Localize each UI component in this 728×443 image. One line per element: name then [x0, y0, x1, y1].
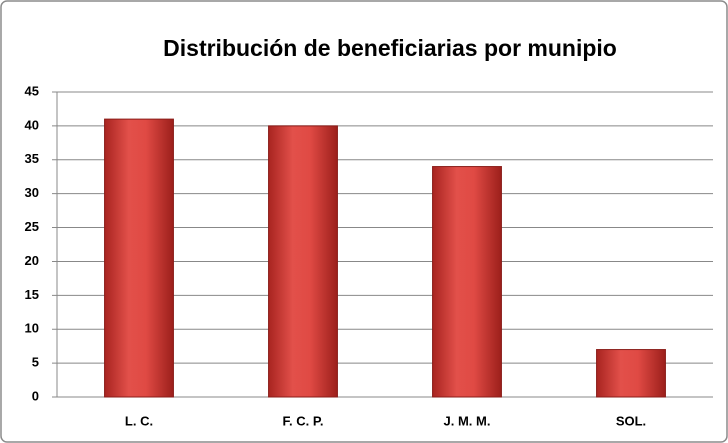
- y-tick-label: 25: [25, 219, 39, 234]
- y-tick-label: 45: [25, 83, 39, 98]
- y-tick-label: 20: [25, 253, 39, 268]
- y-tick-label: 5: [32, 355, 39, 370]
- bar: [104, 118, 174, 398]
- x-tick-label: L. C.: [125, 413, 153, 428]
- y-tick-label: 10: [25, 321, 39, 336]
- bar: [432, 166, 502, 398]
- x-tick-label: SOL.: [616, 413, 646, 428]
- x-tick-label: J. M. M.: [444, 413, 491, 428]
- y-tick-label: 15: [25, 287, 39, 302]
- y-tick-label: 0: [32, 388, 39, 403]
- y-tick-label: 35: [25, 151, 39, 166]
- y-tick-label: 30: [25, 185, 39, 200]
- y-tick-label: 40: [25, 117, 39, 132]
- x-tick-label: F. C. P.: [283, 413, 324, 428]
- bar: [596, 349, 666, 398]
- chart-title: Distribución de beneficiarias por munipi…: [163, 35, 617, 61]
- bar: [268, 125, 338, 398]
